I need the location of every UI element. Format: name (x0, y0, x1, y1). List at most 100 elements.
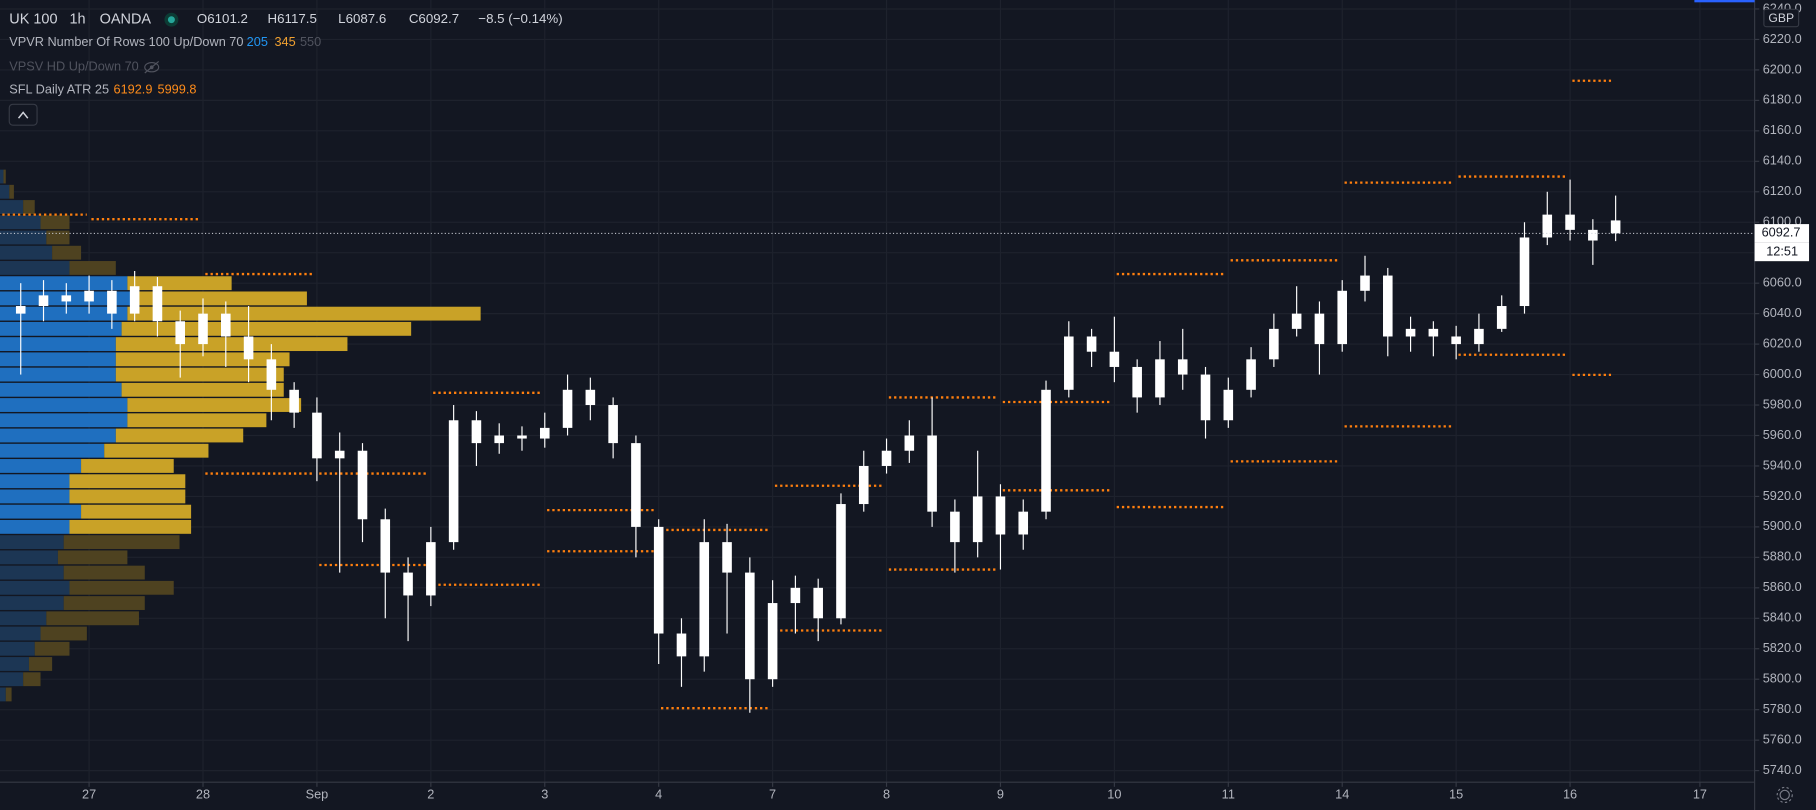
collapse-arrow (17, 111, 29, 119)
candle-body (790, 587, 801, 604)
profile-down (9, 184, 14, 199)
profile-up (0, 245, 53, 260)
candle-body (61, 295, 72, 302)
y-tick-label: 6000.0 (1763, 366, 1802, 381)
profile-down (69, 580, 174, 595)
settings-icon[interactable] (1776, 786, 1793, 804)
candles (0, 179, 1755, 713)
profile-down (63, 565, 145, 580)
candle-body (1269, 328, 1279, 360)
candle-body (1109, 351, 1120, 367)
profile-down (81, 459, 174, 473)
profile-down (23, 672, 41, 687)
y-tick-label: 5740.0 (1763, 762, 1802, 777)
x-tick-label: 3 (541, 786, 548, 801)
candle-body (84, 290, 94, 302)
y-tick-label: 6020.0 (1763, 335, 1802, 350)
y-tick-label: 6040.0 (1763, 305, 1802, 320)
candle-body (471, 420, 482, 444)
ohlc-change: −8.5 (−0.14%) (478, 11, 562, 26)
candle-body (243, 336, 254, 360)
profile-up (0, 459, 82, 473)
candle-body (1177, 359, 1188, 375)
last-price-label: 6092.7 (1762, 225, 1801, 240)
y-tick-label: 5820.0 (1763, 640, 1802, 655)
candle-body (129, 286, 140, 314)
candle-body (494, 435, 504, 444)
overlay: UK 100 1h OANDA O6101.2 H6117.5 L6087.6 … (8, 8, 1800, 804)
y-tick-label: 5780.0 (1763, 701, 1802, 716)
hidden-icon[interactable] (144, 60, 160, 74)
profile-down (23, 200, 35, 214)
profile-up (0, 474, 70, 489)
y-tick-label: 5800.0 (1763, 671, 1802, 686)
profile-down (40, 215, 70, 230)
profile-down (115, 337, 348, 352)
candle-body (38, 295, 49, 307)
profile-down (46, 611, 139, 626)
profile-up (0, 489, 70, 504)
profile-up (0, 230, 47, 245)
candle-body (312, 412, 322, 459)
profile-down (57, 550, 128, 565)
profile-up (0, 306, 128, 321)
candle-body (1360, 275, 1370, 291)
status-dot (167, 16, 175, 24)
candle-body (745, 572, 755, 680)
profile-down (5, 687, 12, 702)
y-tick-label: 6120.0 (1763, 183, 1802, 198)
ohlc-low: L6087.6 (338, 11, 386, 26)
collapse-button[interactable] (8, 103, 38, 126)
candle-body (562, 389, 573, 428)
candle-body (448, 420, 459, 543)
candle-body (1428, 328, 1439, 337)
candle-body (1383, 275, 1393, 337)
profile-up (0, 276, 128, 291)
y-tick-label: 6180.0 (1763, 92, 1802, 107)
candle-body (517, 435, 527, 439)
profile-down (133, 291, 307, 306)
candle-body (1155, 359, 1165, 398)
profile-down (121, 321, 412, 336)
currency-box[interactable] (1763, 8, 1800, 28)
candle-body (813, 587, 823, 619)
indicator-name: VPVR Number Of Rows 100 Up/Down 70 (9, 34, 243, 49)
profile-up (0, 200, 24, 214)
x-tick-label: 2 (427, 786, 434, 801)
x-tick-label: 9 (997, 786, 1004, 801)
profile-down (63, 596, 145, 610)
profile-down (3, 169, 6, 184)
profile-down (127, 276, 232, 291)
profile-down (121, 382, 284, 397)
y-tick-label: 6220.0 (1763, 31, 1802, 46)
profile-up (0, 611, 47, 626)
candle-body (608, 405, 618, 444)
profile-up (0, 321, 122, 336)
eye-slash (144, 60, 160, 74)
interval: 1h (69, 12, 85, 28)
candle-body (1314, 313, 1325, 345)
profile-down (34, 641, 70, 656)
profile-down (69, 519, 192, 534)
countdown-box (1754, 242, 1810, 262)
y-tick-label: 6060.0 (1763, 275, 1802, 290)
candle-body (676, 633, 687, 657)
candle-body (1018, 511, 1029, 535)
atr-levels (2, 79, 1612, 710)
profile-down (40, 626, 87, 641)
candle-body (334, 450, 345, 459)
candle-body (1405, 328, 1416, 337)
gear (1779, 789, 1790, 801)
profile-up (0, 443, 105, 458)
y-tick-label: 5980.0 (1763, 396, 1802, 411)
profile-down (69, 474, 186, 489)
x-tick-label: 14 (1335, 786, 1349, 801)
profile-up (0, 398, 128, 412)
candle-body (1086, 336, 1097, 352)
candle-body (15, 306, 26, 314)
candle-body (1041, 389, 1051, 512)
candle-body (904, 435, 915, 451)
indicator-value: 6192.9 (114, 82, 153, 97)
